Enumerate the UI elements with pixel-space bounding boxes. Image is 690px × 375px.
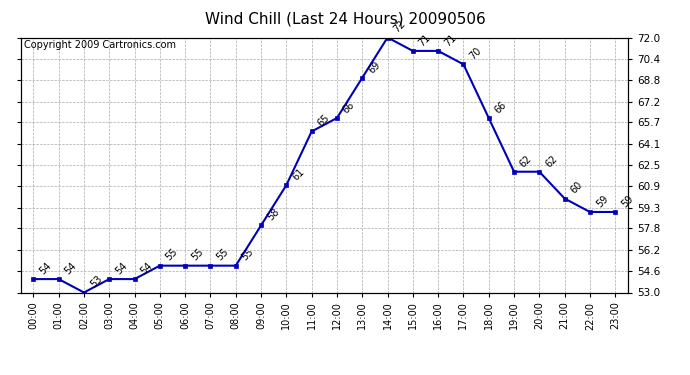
Text: 55: 55 [240,247,256,263]
Text: 62: 62 [544,153,560,169]
Text: 54: 54 [37,261,53,276]
Text: 69: 69 [366,59,382,75]
Text: Wind Chill (Last 24 Hours) 20090506: Wind Chill (Last 24 Hours) 20090506 [205,11,485,26]
Text: 54: 54 [139,261,155,276]
Text: 54: 54 [63,261,79,276]
Text: 65: 65 [316,113,332,129]
Text: 66: 66 [493,99,509,115]
Text: 71: 71 [417,32,433,48]
Text: 72: 72 [392,19,408,35]
Text: 62: 62 [518,153,534,169]
Text: 58: 58 [265,207,281,223]
Text: Copyright 2009 Cartronics.com: Copyright 2009 Cartronics.com [23,40,176,50]
Text: 55: 55 [189,247,205,263]
Text: 59: 59 [620,194,635,209]
Text: 61: 61 [290,166,306,182]
Text: 66: 66 [341,99,357,115]
Text: 59: 59 [594,194,610,209]
Text: 70: 70 [468,46,484,62]
Text: 71: 71 [442,32,458,48]
Text: 54: 54 [113,261,129,276]
Text: 60: 60 [569,180,584,196]
Text: 55: 55 [215,247,230,263]
Text: 53: 53 [88,274,104,290]
Text: 55: 55 [164,247,180,263]
